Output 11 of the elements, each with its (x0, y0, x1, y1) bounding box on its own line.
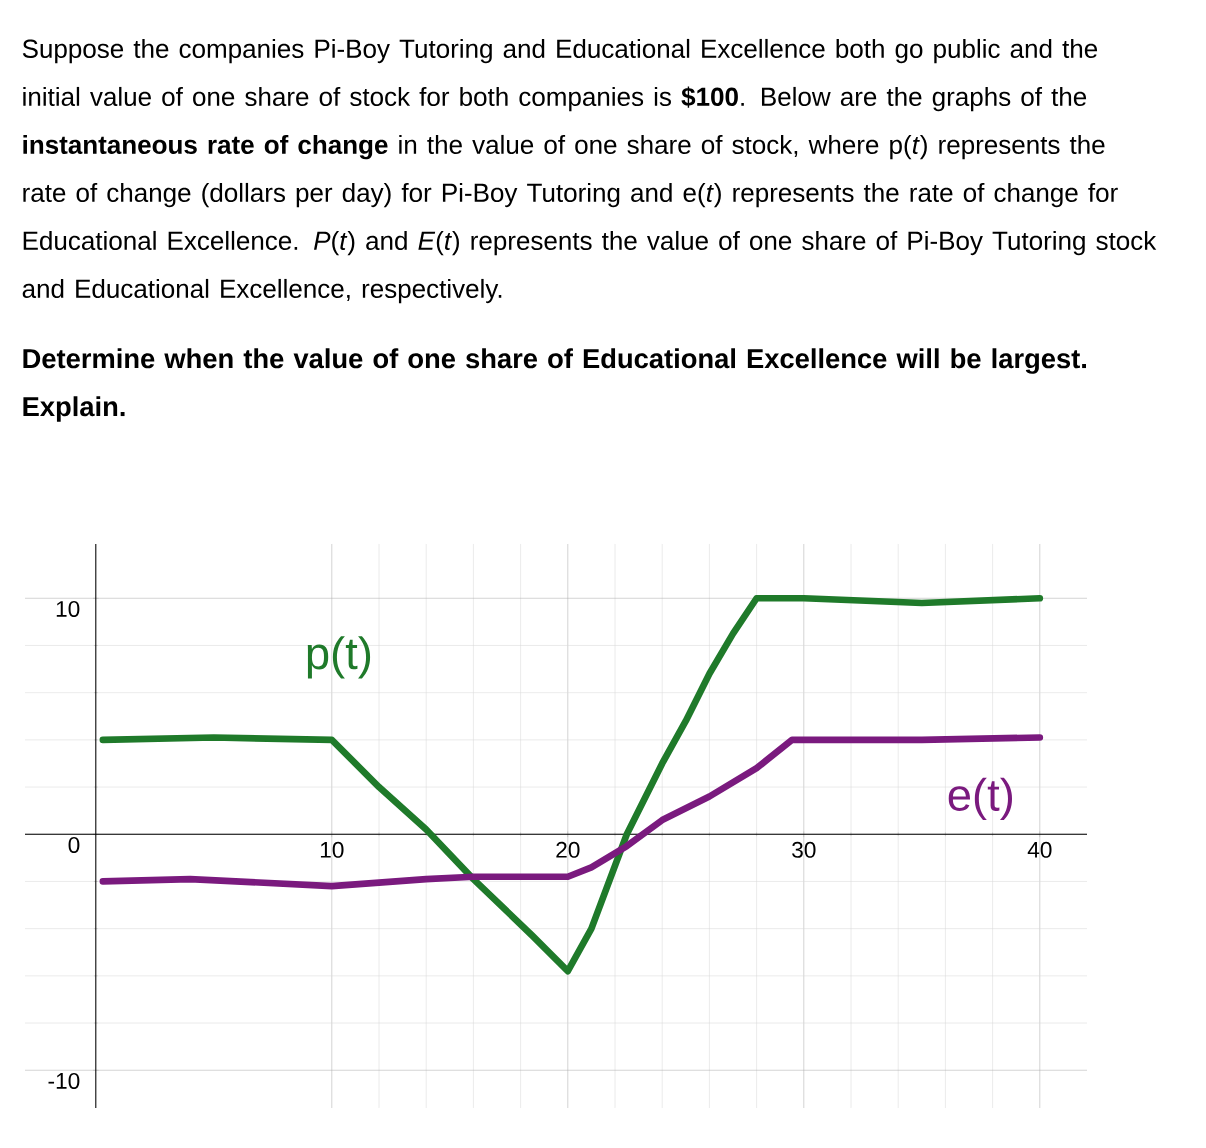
y-tick-label: -10 (48, 1072, 80, 1089)
y-tick-label: 0 (68, 836, 80, 853)
chart-title: Suppose the companies Pi-Boy Tutoring and Educational Excellence both go public and the initial value of one share of stock for both companies is $100. Below are the graphs of the instantaneous rate of change in the value of one share of stock, where p(t) represents the rate of change (dollars per day) for Pi-Boy Tutoring and e(t) represents the rate of change for Educational Excellence. P(t) and E(t) represents the value of one share of Pi-Boy Tutoring stock and Educational Excellence, respectively. (22, 38, 1157, 304)
y-tick-label: 10 (56, 600, 80, 617)
series-label: e(t) (948, 777, 1012, 820)
x-tick-label: 30 (792, 841, 816, 858)
series-label: p(t) (307, 636, 371, 679)
chart-subtitle: Determine when the value of one share of Educational Excellence will be largest. Explain. (23, 348, 1086, 422)
x-tick-label: 10 (320, 841, 344, 858)
x-tick-label: 40 (1027, 841, 1052, 858)
x-tick-label: 20 (556, 841, 580, 858)
